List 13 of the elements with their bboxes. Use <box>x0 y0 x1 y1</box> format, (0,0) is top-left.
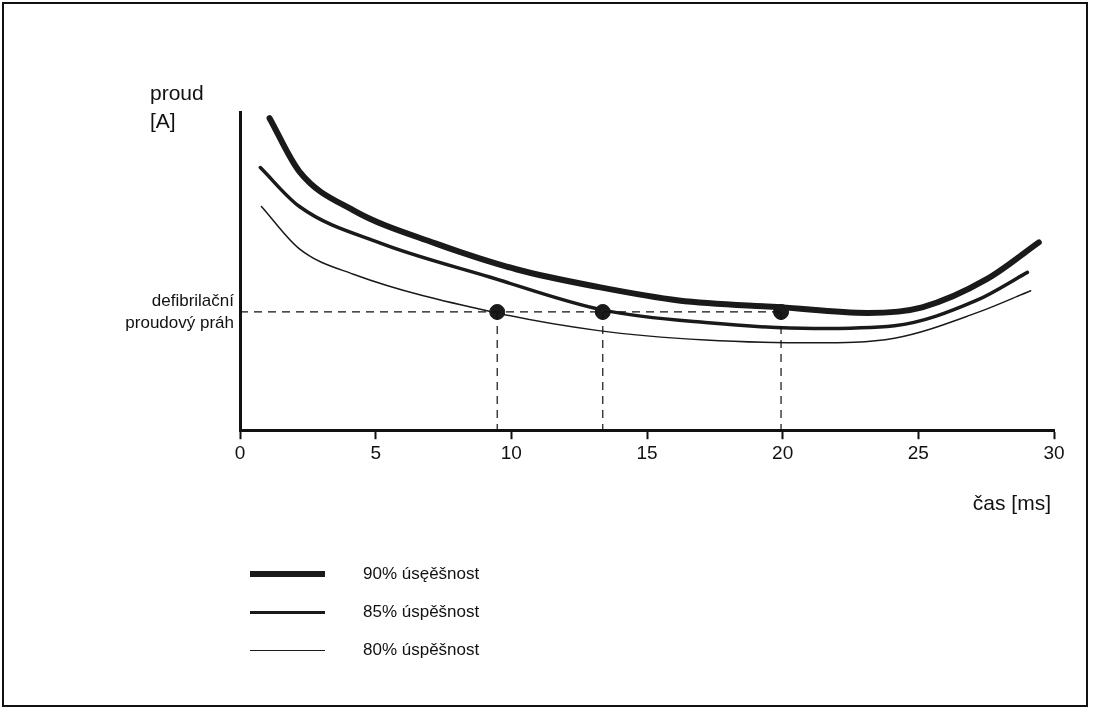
x-tick-label: 20 <box>772 441 794 463</box>
x-tick-label: 5 <box>370 441 381 463</box>
legend-label: 90% úsęěšnost <box>363 564 480 584</box>
legend-label: 85% úspěšnost <box>363 602 480 622</box>
x-tick-label: 10 <box>500 441 522 463</box>
x-axis-title: čas [ms] <box>972 491 1051 515</box>
legend-label: 80% úspěšnost <box>363 640 480 660</box>
ref-line-label: defibrilační proudový práh <box>125 290 235 332</box>
y-axis-title: proud [A] <box>150 81 204 132</box>
x-tick-label: 15 <box>636 441 658 463</box>
x-tick-label: 0 <box>234 441 246 463</box>
x-tick-label: 25 <box>907 441 929 463</box>
x-tick-label: 30 <box>1043 441 1065 463</box>
